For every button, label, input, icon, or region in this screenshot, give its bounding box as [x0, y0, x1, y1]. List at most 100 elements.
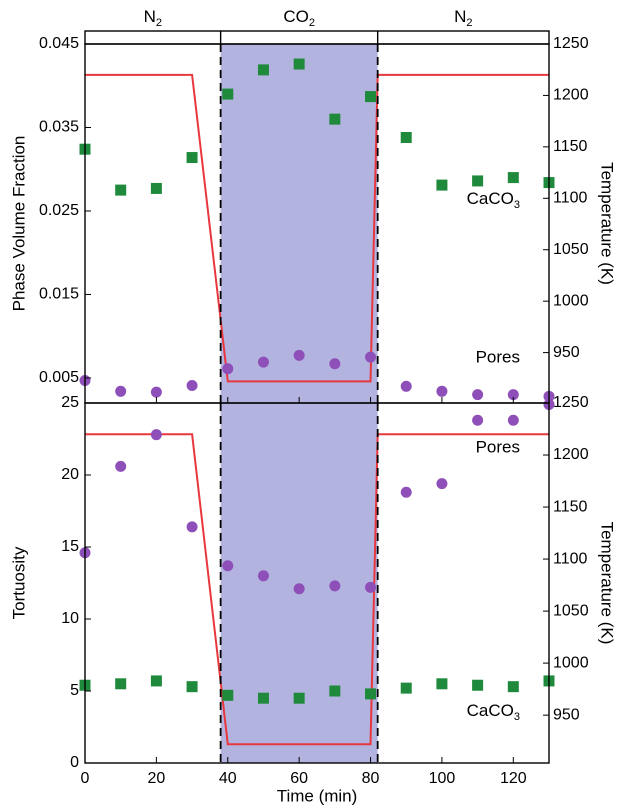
y-tick-label: 10 — [61, 610, 79, 627]
y2-tick-label: 1200 — [553, 87, 589, 104]
y2-tick-label: 1250 — [553, 35, 589, 52]
y-tick-label: 0.035 — [39, 119, 79, 136]
caco3-marker — [293, 58, 305, 70]
caco3-marker — [257, 692, 269, 704]
pores-marker — [257, 356, 269, 368]
panel-frame — [84, 402, 550, 764]
y2-axis-label: Temperature (K) — [598, 522, 617, 645]
caco3-marker — [507, 681, 519, 693]
pores-marker — [400, 380, 412, 392]
caco3-marker — [329, 113, 341, 125]
x-tick-label: 60 — [290, 770, 308, 787]
y-tick-label: 20 — [61, 466, 79, 483]
pores-marker — [329, 580, 341, 592]
pores-marker — [507, 389, 519, 401]
y2-tick-label: 1050 — [553, 241, 589, 258]
y-axis-label: Tortuosity — [9, 546, 28, 619]
y2-tick-label: 950 — [553, 706, 580, 723]
pores-marker — [293, 583, 305, 595]
pores-marker — [150, 386, 162, 398]
y2-tick-label: 1100 — [553, 190, 588, 207]
pores-marker — [150, 429, 162, 441]
gas-label-n2-left: N2 — [144, 7, 162, 28]
pores-marker — [436, 385, 448, 397]
y-tick-label: 25 — [61, 394, 79, 411]
pores-marker — [365, 351, 377, 363]
pores-marker — [222, 560, 234, 572]
caco3-marker — [507, 172, 519, 184]
gas-band-frame — [84, 30, 550, 45]
y-tick-label: 0.025 — [39, 202, 79, 219]
y-axis-label: Phase Volume Fraction — [9, 136, 28, 312]
caco3-marker — [222, 689, 234, 701]
caco3-marker — [293, 692, 305, 704]
caco3-marker — [472, 175, 484, 187]
y-tick-label: 15 — [61, 538, 79, 555]
y2-tick-label: 1150 — [553, 138, 588, 155]
y2-tick-label: 950 — [553, 344, 580, 361]
pores-marker — [257, 570, 269, 582]
pores-series-label: Pores — [476, 347, 520, 366]
y2-tick-label: 1250 — [553, 394, 589, 411]
y-tick-label: 0.045 — [39, 35, 79, 52]
caco3-series-label: CaCO3 — [467, 189, 520, 210]
x-axis-label: Time (min) — [277, 786, 358, 805]
caco3-marker — [365, 91, 377, 103]
caco3-marker — [186, 152, 198, 164]
y2-tick-label: 1000 — [553, 654, 589, 671]
y2-tick-label: 1200 — [553, 446, 589, 463]
caco3-marker — [436, 678, 448, 690]
pores-marker — [507, 414, 519, 426]
pores-marker — [186, 379, 198, 391]
y2-tick-label: 1100 — [553, 550, 588, 567]
pores-marker — [186, 521, 198, 533]
caco3-marker — [186, 681, 198, 693]
x-tick-label: 120 — [500, 770, 527, 787]
temperature-line — [85, 73, 549, 383]
y2-axis-label: Temperature (K) — [598, 162, 617, 285]
x-tick-label: 100 — [429, 770, 456, 787]
pores-marker — [115, 385, 127, 397]
axes — [84, 30, 550, 764]
x-tick-label: 40 — [219, 770, 237, 787]
x-tick-label: 0 — [81, 770, 90, 787]
pores-marker — [293, 349, 305, 361]
pores-series-label: Pores — [476, 437, 520, 456]
y-tick-label: 0.005 — [39, 369, 79, 386]
pores-marker — [436, 478, 448, 490]
caco3-marker — [400, 132, 412, 144]
caco3-marker — [400, 682, 412, 694]
caco3-marker — [329, 685, 341, 697]
pores-marker — [400, 486, 412, 498]
temperature-lines — [85, 73, 549, 746]
x-tick-label: 20 — [147, 770, 165, 787]
caco3-marker — [115, 678, 127, 690]
pores-marker — [472, 414, 484, 426]
pores-marker — [365, 581, 377, 593]
pores-marker — [222, 363, 234, 375]
x-tick-label: 80 — [362, 770, 380, 787]
gas-label-n2-right: N2 — [454, 7, 472, 28]
gas-label-co2: CO2 — [283, 7, 315, 28]
y-tick-label: 5 — [70, 682, 79, 699]
caco3-marker — [365, 688, 377, 700]
caco3-marker — [472, 679, 484, 691]
pores-marker — [472, 389, 484, 401]
caco3-marker — [115, 184, 127, 196]
pores-marker — [115, 460, 127, 472]
y2-tick-label: 1000 — [553, 292, 589, 309]
y2-tick-label: 1150 — [553, 498, 588, 515]
y2-tick-label: 1050 — [553, 602, 589, 619]
caco3-series-label: CaCO3 — [467, 701, 520, 722]
caco3-marker — [150, 675, 162, 687]
temperature-line — [85, 433, 549, 746]
axis-labels: N2 CO2 N20.0050.0150.0250.0350.04595010001… — [9, 7, 616, 805]
pores-marker — [329, 358, 341, 370]
y-tick-label: 0 — [70, 754, 79, 771]
caco3-marker — [436, 179, 448, 191]
caco3-marker — [222, 88, 234, 100]
y-tick-label: 0.015 — [39, 286, 79, 303]
caco3-marker — [257, 64, 269, 76]
caco3-marker — [150, 182, 162, 194]
